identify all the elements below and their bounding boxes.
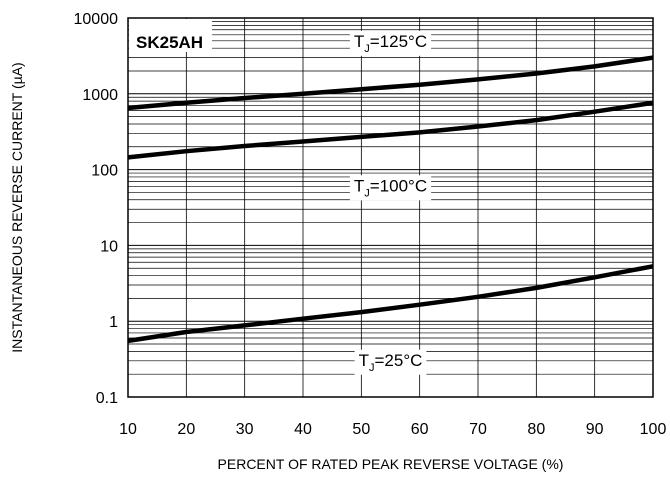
x-tick-label: 30: [236, 421, 254, 438]
x-tick-label: 100: [640, 421, 667, 438]
curve-tj-100: [127, 100, 654, 160]
series-label-background: [354, 349, 427, 375]
y-tick-label: 100: [91, 163, 118, 180]
series-label-tj-25: TJ=25°C: [354, 349, 427, 375]
y-tick-label: 0.1: [96, 390, 118, 407]
device-label-box: SK25AH: [129, 19, 213, 52]
x-tick-label: 50: [352, 421, 370, 438]
x-tick-label: 90: [586, 421, 604, 438]
series-label-background: [349, 175, 432, 201]
grid: [127, 18, 654, 398]
series-label-tj-100: TJ=100°C: [349, 175, 432, 201]
x-tick-label: 40: [294, 421, 312, 438]
series-label-text: TJ=25°C: [359, 351, 423, 374]
x-tick-label: 70: [469, 421, 487, 438]
curve-tj-25: [127, 264, 654, 344]
y-tick-label: 1000: [82, 87, 118, 104]
y-tick-label: 1: [109, 314, 118, 331]
series-label-text: TJ=100°C: [354, 176, 427, 199]
series-label-background: [349, 30, 432, 56]
series-label-tj-125: TJ=125°C: [349, 30, 432, 56]
y-axis-title: INSTANTANEOUS REVERSE CURRENT (µA): [9, 62, 25, 352]
x-axis-ticks: 10 20 30 40 50 60 70 80 90 100: [119, 421, 666, 438]
device-label-background: [129, 19, 213, 52]
plot-frame: [127, 17, 654, 398]
x-tick-label: 20: [177, 421, 195, 438]
y-tick-label: 10: [100, 238, 118, 255]
y-axis-ticks: 0.1 1 10 100 1000 10000: [74, 11, 119, 407]
x-tick-label: 80: [527, 421, 545, 438]
series-label-text: TJ=125°C: [354, 32, 427, 55]
x-tick-label: 10: [119, 421, 137, 438]
y-tick-label: 10000: [74, 11, 119, 28]
x-axis-title: PERCENT OF RATED PEAK REVERSE VOLTAGE (%…: [218, 456, 564, 472]
device-label: SK25AH: [136, 33, 203, 52]
curves: [127, 55, 654, 344]
x-tick-label: 60: [411, 421, 429, 438]
series-labels: TJ=125°C TJ=100°C TJ=25°C: [349, 30, 432, 375]
curve-tj-125: [127, 55, 654, 111]
